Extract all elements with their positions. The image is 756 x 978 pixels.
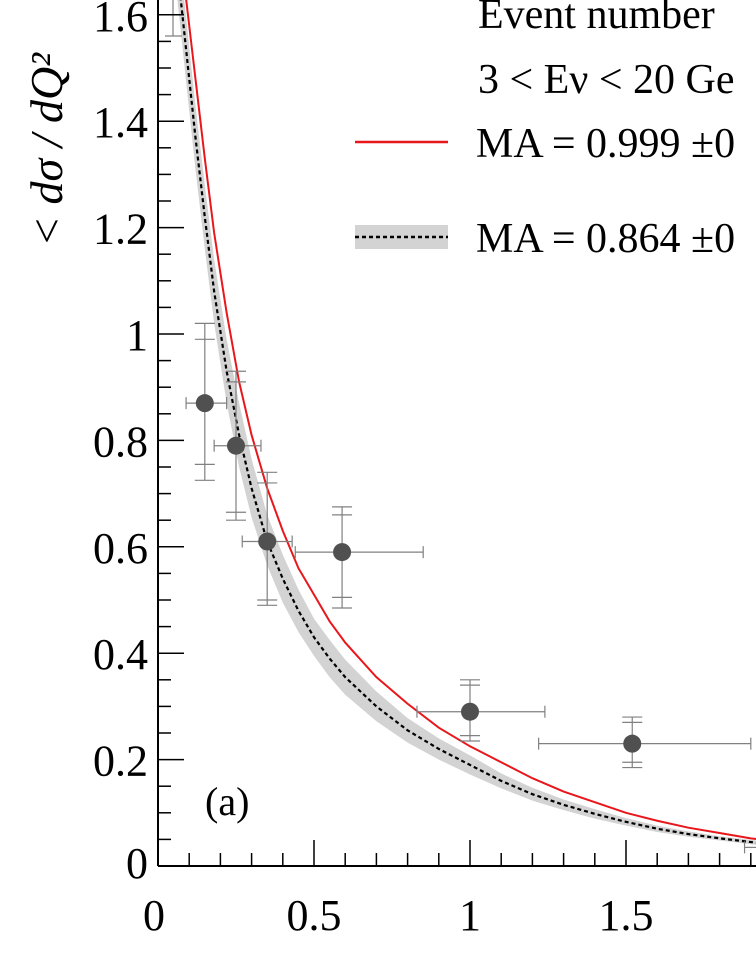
panel-label: (a) (205, 779, 249, 824)
y-tick-label: 1.6 (93, 0, 148, 41)
error-band (177, 0, 756, 845)
x-tick-label: 1.5 (599, 891, 654, 940)
x-tick-label: 1 (459, 891, 481, 940)
data-point-6 (538, 716, 752, 769)
y-tick-label: 0.6 (93, 524, 148, 573)
legend-label-ma-999: MA = 0.999 ±0 (476, 121, 735, 167)
legend-label-ma-864: MA = 0.864 ±0 (476, 216, 735, 262)
y-tick-label: 0.2 (93, 737, 148, 786)
data-point-5 (416, 679, 546, 742)
y-tick-label: 0 (126, 839, 148, 888)
y-tick-label: 0.4 (93, 630, 148, 679)
data-point-4 (294, 506, 424, 609)
data-point-3 (241, 471, 293, 606)
y-tick-label: 1.2 (93, 205, 148, 254)
red-fit-curve (185, 0, 756, 841)
x-tick-label: 0.5 (287, 891, 342, 940)
dotted-fit-curve (179, 0, 756, 844)
data-point-1 (185, 322, 228, 481)
legend-header-event-number: Event number (478, 0, 715, 38)
y-tick-label: 1 (126, 311, 148, 360)
x-tick-label: 0 (143, 891, 165, 940)
y-axis-label: < dσ / dQ² (21, 52, 72, 247)
legend-header-energy-range: 3 < Eν < 20 Ge (478, 57, 735, 103)
y-tick-label: 0.8 (93, 417, 148, 466)
data-point-2 (213, 370, 262, 521)
y-tick-label: 1.4 (93, 98, 148, 147)
